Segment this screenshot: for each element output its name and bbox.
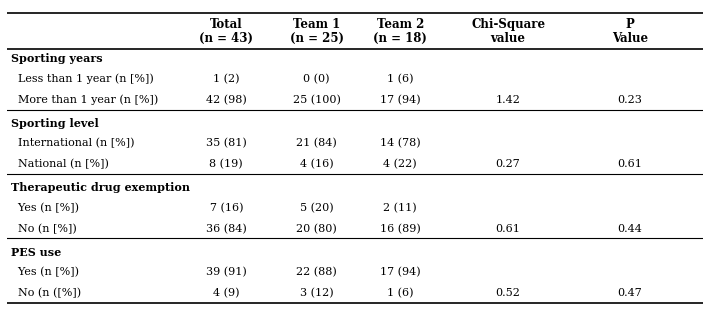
Text: 4 (16): 4 (16) xyxy=(300,159,334,170)
Text: 39 (91): 39 (91) xyxy=(206,267,246,277)
Text: 17 (94): 17 (94) xyxy=(380,267,420,277)
Text: 14 (78): 14 (78) xyxy=(380,138,420,148)
Text: National (n [%]): National (n [%]) xyxy=(11,159,109,170)
Text: 7 (16): 7 (16) xyxy=(209,203,243,213)
Text: Yes (n [%]): Yes (n [%]) xyxy=(11,267,79,278)
Text: 21 (84): 21 (84) xyxy=(296,138,337,148)
Text: Team 1: Team 1 xyxy=(293,18,340,31)
Text: PES use: PES use xyxy=(11,247,61,258)
Text: More than 1 year (n [%]): More than 1 year (n [%]) xyxy=(11,95,158,106)
Text: 0.61: 0.61 xyxy=(618,159,643,169)
Text: 3 (12): 3 (12) xyxy=(300,288,334,298)
Text: 35 (81): 35 (81) xyxy=(206,138,246,148)
Text: 1 (2): 1 (2) xyxy=(213,74,239,84)
Text: 1 (6): 1 (6) xyxy=(387,74,413,84)
Text: No (n ([%]): No (n ([%]) xyxy=(11,288,81,298)
Text: 16 (89): 16 (89) xyxy=(380,224,420,234)
Text: 1.42: 1.42 xyxy=(496,95,520,105)
Text: Team 2: Team 2 xyxy=(376,18,424,31)
Text: 0.23: 0.23 xyxy=(618,95,643,105)
Text: (n = 18): (n = 18) xyxy=(373,32,427,45)
Text: 36 (84): 36 (84) xyxy=(206,224,246,234)
Text: 4 (22): 4 (22) xyxy=(383,159,417,170)
Text: 0.27: 0.27 xyxy=(496,159,520,169)
Text: 8 (19): 8 (19) xyxy=(209,159,243,170)
Text: P: P xyxy=(626,18,634,31)
Text: 2 (11): 2 (11) xyxy=(383,203,417,213)
Text: 0.44: 0.44 xyxy=(618,224,643,234)
Text: Sporting years: Sporting years xyxy=(11,53,102,64)
Text: Value: Value xyxy=(612,32,648,45)
Text: 20 (80): 20 (80) xyxy=(296,224,337,234)
Text: 0.47: 0.47 xyxy=(618,288,643,298)
Text: 4 (9): 4 (9) xyxy=(213,288,239,298)
Text: 25 (100): 25 (100) xyxy=(293,95,341,105)
Text: Total: Total xyxy=(210,18,243,31)
Text: Therapeutic drug exemption: Therapeutic drug exemption xyxy=(11,182,190,193)
Text: International (n [%]): International (n [%]) xyxy=(11,138,134,148)
Text: 1 (6): 1 (6) xyxy=(387,288,413,298)
Text: value: value xyxy=(491,32,525,45)
Text: No (n [%]): No (n [%]) xyxy=(11,224,77,234)
Text: Less than 1 year (n [%]): Less than 1 year (n [%]) xyxy=(11,74,153,84)
Text: (n = 25): (n = 25) xyxy=(290,32,344,45)
Text: 0 (0): 0 (0) xyxy=(303,74,330,84)
Text: 22 (88): 22 (88) xyxy=(296,267,337,277)
Text: Chi-Square: Chi-Square xyxy=(471,18,545,31)
Text: (n = 43): (n = 43) xyxy=(200,32,253,45)
Text: 0.61: 0.61 xyxy=(496,224,520,234)
Text: Sporting level: Sporting level xyxy=(11,118,98,129)
Text: 17 (94): 17 (94) xyxy=(380,95,420,105)
Text: Yes (n [%]): Yes (n [%]) xyxy=(11,203,79,213)
Text: 42 (98): 42 (98) xyxy=(206,95,246,105)
Text: 5 (20): 5 (20) xyxy=(300,203,334,213)
Text: 0.52: 0.52 xyxy=(496,288,520,298)
